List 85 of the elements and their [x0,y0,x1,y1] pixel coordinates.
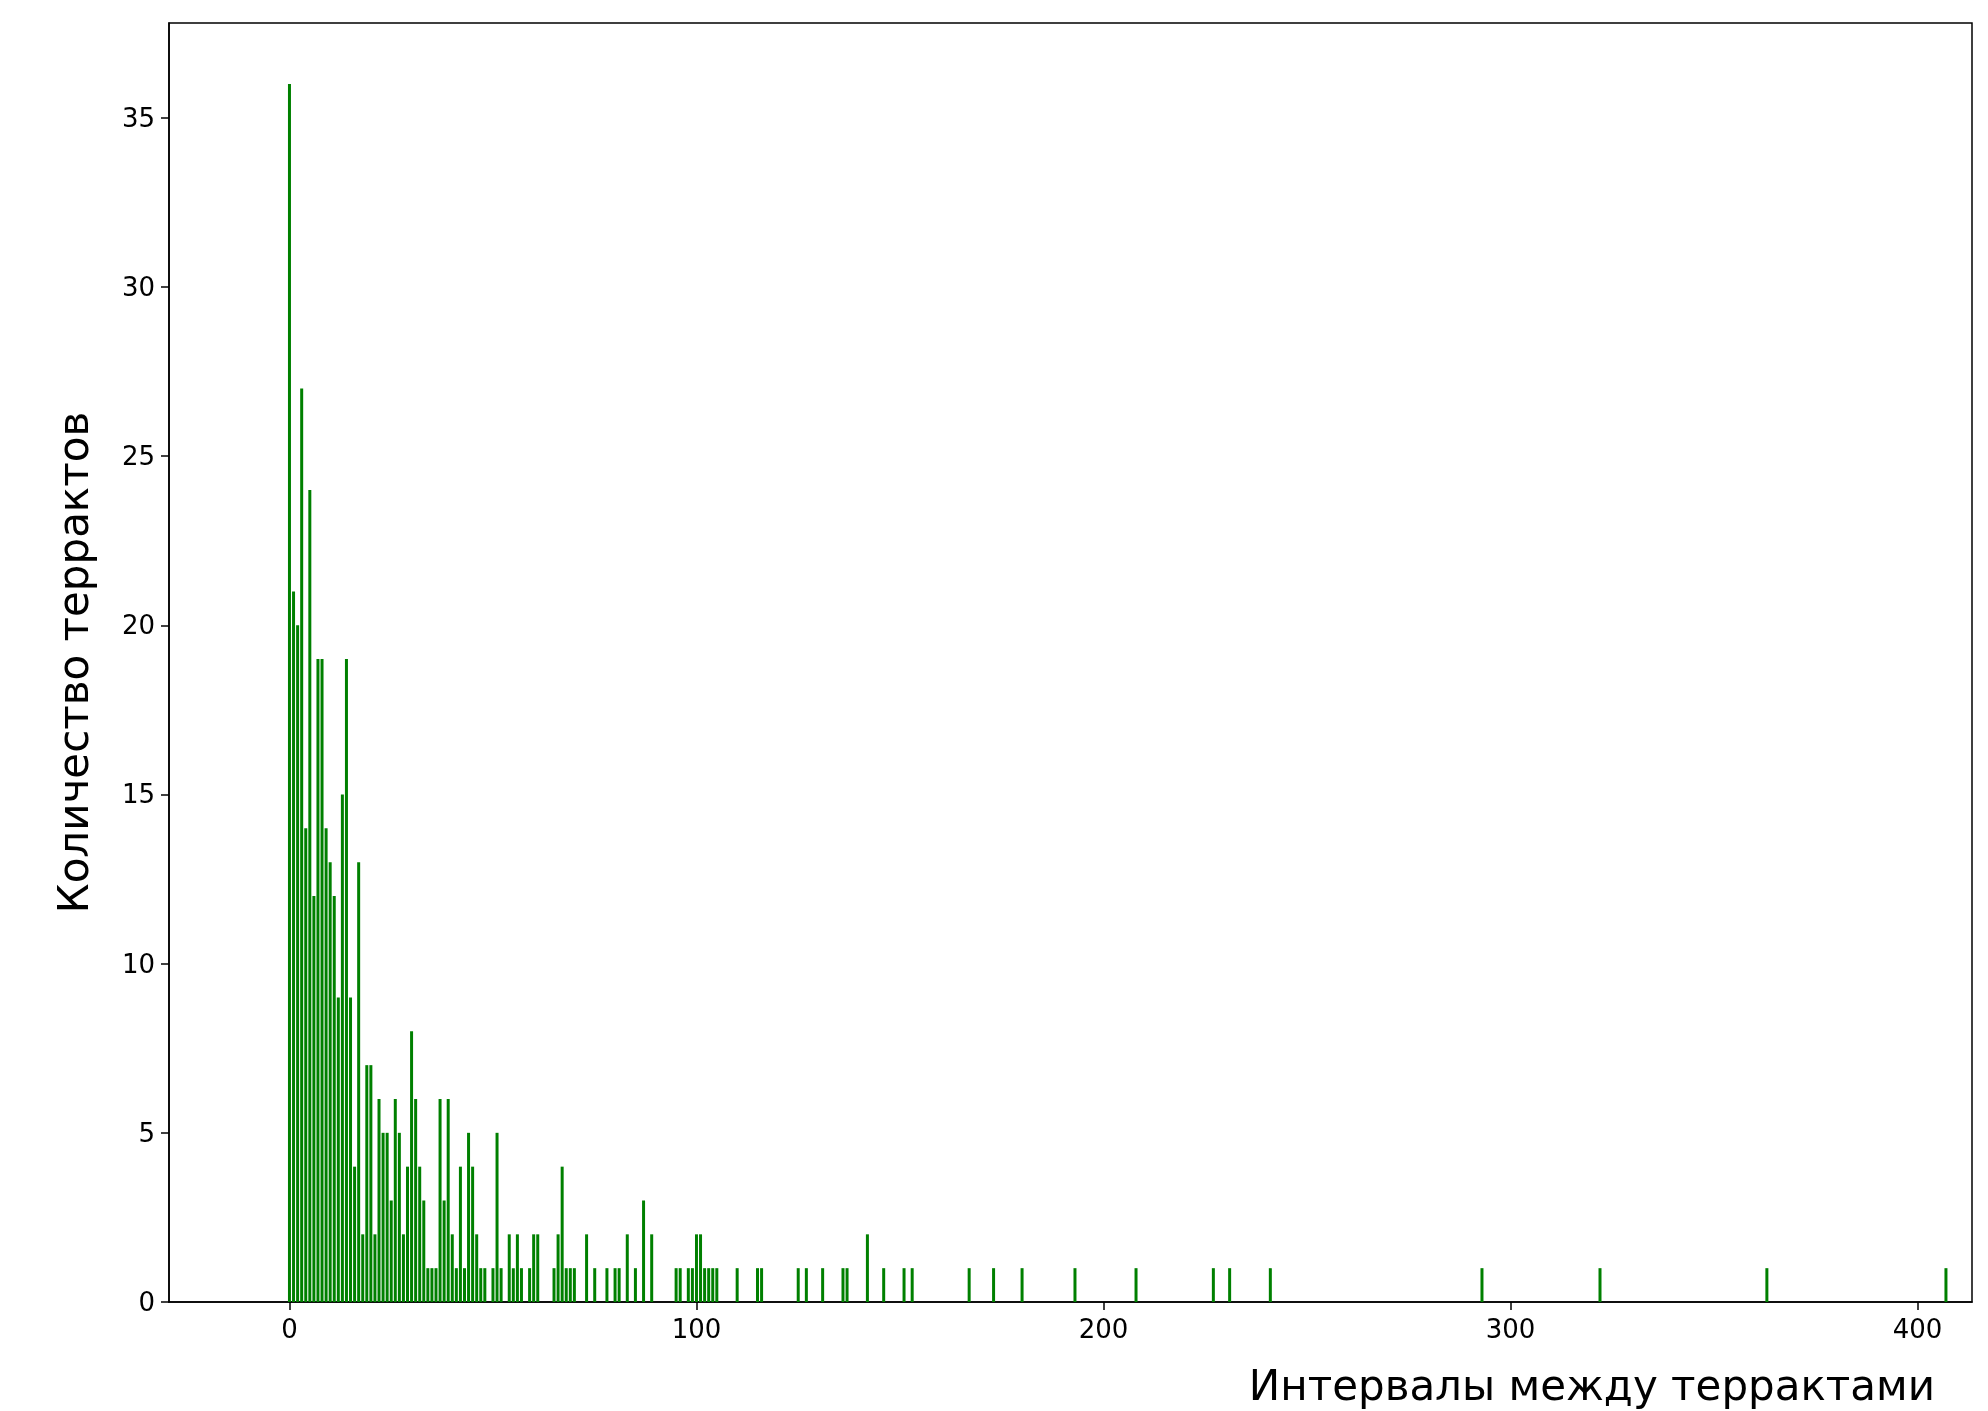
bar [430,1268,434,1302]
y-tick-label: 35 [121,102,155,133]
x-axis-title: Интервалы между террактами [1248,1360,1936,1410]
bar [992,1268,996,1302]
bar [711,1268,715,1302]
bar [491,1268,495,1302]
bar [410,1031,414,1302]
bar [699,1234,703,1302]
bar [707,1268,711,1302]
bar [715,1268,719,1302]
bar [882,1268,886,1302]
bar [1268,1268,1272,1302]
bar [483,1268,487,1302]
x-tick-label: 400 [1892,1314,1943,1344]
y-tick-label: 30 [121,271,155,302]
bar [910,1268,914,1302]
bar [316,659,320,1302]
bar [438,1098,442,1302]
bar [804,1268,808,1302]
bar [967,1268,971,1302]
bar [1134,1268,1138,1302]
y-tick-label: 20 [121,610,155,641]
bar [585,1234,589,1302]
bar [1020,1268,1024,1302]
x-tick-label: 300 [1485,1314,1536,1344]
x-tick-label: 0 [281,1314,298,1344]
bar [1765,1268,1769,1302]
bar [507,1234,511,1302]
x-tick-label: 200 [1078,1314,1129,1344]
bar [1598,1268,1602,1302]
bar [495,1132,499,1302]
bar [446,1098,450,1302]
bar [434,1268,438,1302]
bar [678,1268,682,1302]
bar [515,1234,519,1302]
bar [605,1268,609,1302]
bar [377,1098,381,1302]
bar [1480,1268,1484,1302]
bar [686,1268,690,1302]
bar [694,1234,698,1302]
bar [902,1268,906,1302]
bar [393,1098,397,1302]
bar [532,1234,536,1302]
y-tick-label: 5 [138,1117,155,1148]
bar [593,1268,597,1302]
bar [320,659,324,1302]
bar [625,1234,629,1302]
bar [1228,1268,1232,1302]
bar [617,1268,621,1302]
bar [674,1268,678,1302]
bar [613,1268,617,1302]
bar [560,1166,564,1302]
bar [287,83,291,1302]
bar [1944,1268,1948,1302]
bar [633,1268,637,1302]
bar [308,489,312,1302]
bar [467,1132,471,1302]
bar [756,1268,760,1302]
bar [536,1234,540,1302]
y-tick-label: 10 [121,948,155,979]
y-tick-label: 0 [138,1287,155,1317]
bar [650,1234,654,1302]
bar [865,1234,869,1302]
bar [642,1200,646,1302]
x-tick-label: 100 [671,1314,722,1344]
bar [760,1268,764,1302]
bar [845,1268,849,1302]
bar [1211,1268,1215,1302]
y-tick-label: 15 [121,779,155,810]
bar [821,1268,825,1302]
y-tick-label: 25 [121,441,155,472]
bar [568,1268,572,1302]
bar [365,1065,369,1302]
y-axis-title: Количество террактов [48,411,98,914]
bar [344,659,348,1302]
bar [841,1268,845,1302]
bar [385,1132,389,1302]
bar [796,1268,800,1302]
bar [369,1065,373,1302]
bar [735,1268,739,1302]
bar [300,388,304,1302]
bar [357,862,361,1302]
bar [572,1268,576,1302]
bar [458,1166,462,1302]
bar [1073,1268,1077,1302]
